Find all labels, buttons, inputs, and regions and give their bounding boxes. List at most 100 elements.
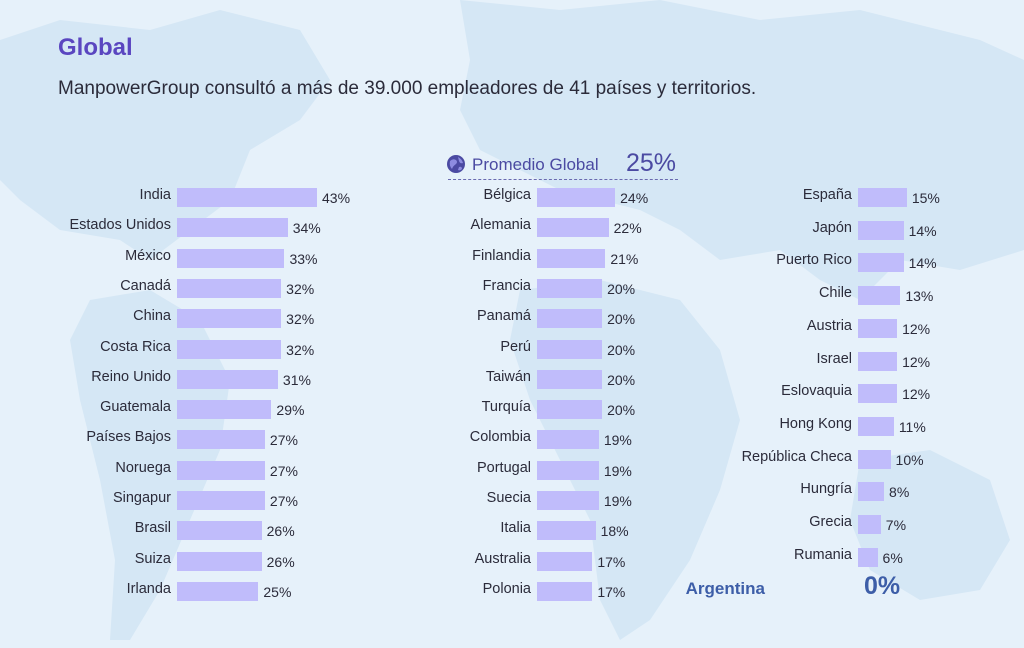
value-label: 14% [908,255,937,272]
value-label: 12% [902,353,931,370]
category-label: Puerto Rico [776,252,852,269]
value-label: 20% [607,371,636,388]
value-label: 19% [603,493,632,509]
bar [537,400,603,420]
value-label: 32% [286,311,315,328]
bar [537,188,616,207]
category-label: Colombia [469,429,531,446]
bar [177,581,259,601]
category-label: China [133,308,171,325]
bar [858,384,898,404]
category-label: Taiwán [485,368,531,385]
category-label: Brasil [134,520,171,537]
bar [537,521,596,541]
category-label: Austria [806,317,852,334]
category-label: Estados Unidos [69,217,171,234]
value-label: 17% [597,553,626,570]
value-label: 33% [289,250,318,267]
bar [537,339,603,359]
bar [858,188,907,207]
category-label: Hungría [800,481,852,498]
bar [858,416,894,436]
category-label: Israel [816,350,852,367]
bar [177,400,272,420]
bar [858,515,881,534]
value-label: 32% [286,341,315,358]
category-label: Reino Unido [91,368,171,385]
bar [858,286,901,306]
value-label: 29% [276,402,305,419]
value-label: 20% [607,402,636,419]
value-label: 19% [603,432,632,449]
value-label: 21% [610,250,639,267]
value-label: 27% [269,462,298,479]
category-label: Singapur [112,490,171,506]
bar [537,430,599,450]
category-label: Suecia [486,490,531,506]
value-label: 31% [282,371,311,388]
category-label: India [139,187,171,203]
category-label: República Checa [741,448,852,465]
value-label: 15% [911,190,940,206]
bar [858,547,878,567]
bar [858,482,885,502]
value-label: 43% [322,190,351,206]
category-label: Japón [812,219,852,236]
category-label: Eslovaquia [781,383,852,400]
value-label: 20% [607,341,636,358]
category-label: Francia [482,277,531,294]
category-label: Hong Kong [779,415,852,432]
category-label: Noruega [115,459,171,476]
category-label: México [125,247,171,264]
value-label: 34% [292,220,321,237]
bar [177,218,288,238]
value-label: 25% [263,583,292,600]
page-subtitle: ManpowerGroup consultó a más de 39.000 e… [58,78,757,99]
value-label: 14% [908,222,937,239]
category-label: Bélgica [483,187,531,203]
bar [177,309,282,329]
bar [177,248,285,268]
argentina-value: 0% [864,572,901,600]
category-label: España [802,187,852,203]
value-label: 10% [895,451,924,468]
bar [537,460,599,480]
category-label: Rumania [793,546,852,563]
bar [537,309,603,329]
bar [858,220,904,240]
bar [858,351,898,371]
global-average-label: Promedio Global [472,155,599,174]
category-label: Irlanda [126,580,171,597]
value-label: 26% [266,523,295,540]
value-label: 26% [266,553,295,570]
bar [177,551,262,571]
bar [177,188,317,207]
value-label: 8% [889,484,910,501]
value-label: 12% [902,386,931,403]
bar [537,278,603,298]
bar [537,491,599,510]
bar [177,460,265,480]
category-label: Perú [500,338,531,355]
category-label: Chile [818,285,852,302]
bar [177,339,282,359]
value-label: 19% [603,462,632,479]
page-title: Global [58,34,133,61]
category-label: Polonia [482,580,531,597]
category-label: Italia [500,520,531,537]
category-label: Grecia [809,514,852,530]
category-label: Panamá [476,308,531,325]
bar [537,248,606,268]
global-average-value: 25% [626,149,677,177]
category-label: Finlandia [472,247,531,264]
category-label: Alemania [470,217,531,234]
value-label: 11% [898,418,926,435]
category-label: Canadá [120,277,171,294]
globe-icon [447,155,465,173]
category-label: Guatemala [100,399,171,416]
value-label: 27% [269,432,298,449]
category-label: Australia [474,550,531,567]
bar [177,491,265,510]
bar [537,218,609,238]
bar [537,551,593,571]
